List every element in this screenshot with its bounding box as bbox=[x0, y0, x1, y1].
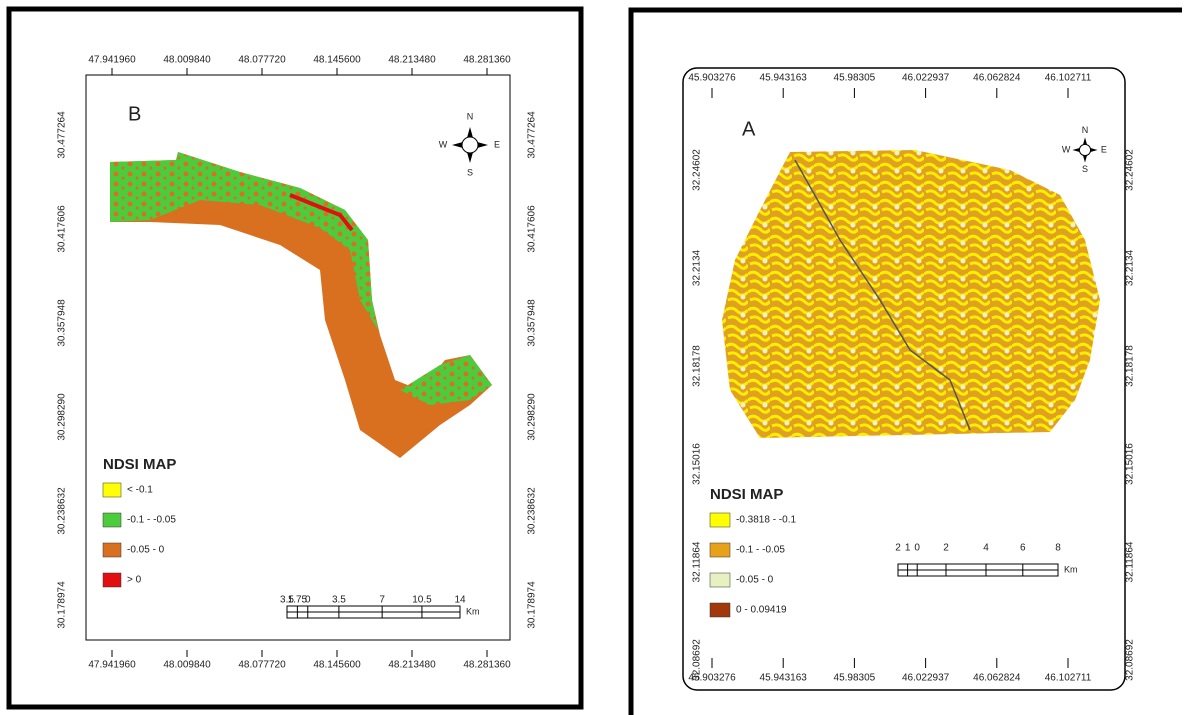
scale-label: 8 bbox=[1055, 543, 1061, 554]
lat-label: 30.357948 bbox=[57, 299, 68, 347]
lat-label: 30.477264 bbox=[57, 111, 68, 159]
legend-label: -0.05 - 0 bbox=[127, 545, 165, 556]
lat-label: 30.298290 bbox=[527, 393, 538, 441]
scale-label: 14 bbox=[454, 595, 466, 606]
compass-n: N bbox=[467, 111, 474, 121]
lon-label: 48.145600 bbox=[313, 660, 361, 671]
legend-title: NDSI MAP bbox=[103, 456, 176, 473]
lon-label: 48.009840 bbox=[163, 660, 211, 671]
lat-label: 32.24602 bbox=[692, 149, 703, 191]
lon-label: 45.98305 bbox=[834, 73, 876, 84]
lon-label: 48.077720 bbox=[238, 660, 286, 671]
scale-label: 0 bbox=[914, 543, 920, 554]
lat-label: 30.357948 bbox=[527, 299, 538, 347]
lon-label: 48.009840 bbox=[163, 55, 211, 66]
scale-label: 0 bbox=[305, 595, 311, 606]
lon-label: 48.077720 bbox=[238, 55, 286, 66]
lon-label: 46.062824 bbox=[973, 673, 1021, 684]
panel-letter: A bbox=[742, 118, 756, 140]
scale-label: 1 bbox=[905, 543, 911, 554]
lon-label: 46.102711 bbox=[1045, 673, 1092, 684]
scale-label: 6 bbox=[1020, 543, 1026, 554]
lon-label: 48.281360 bbox=[463, 660, 511, 671]
compass-s: S bbox=[1082, 164, 1088, 174]
lat-label: 32.2134 bbox=[692, 249, 703, 286]
lat-label: 30.417606 bbox=[57, 205, 68, 253]
map-area bbox=[722, 150, 1100, 438]
lat-label: 30.178974 bbox=[57, 581, 68, 629]
compass-e: E bbox=[1101, 144, 1107, 154]
legend-label: 0 - 0.09419 bbox=[736, 605, 787, 616]
lon-label: 46.102711 bbox=[1045, 73, 1092, 84]
lon-label: 45.943163 bbox=[760, 73, 808, 84]
lat-label: 32.15016 bbox=[1125, 443, 1136, 485]
scale-label: 2 bbox=[895, 543, 901, 554]
lat-label: 30.298290 bbox=[57, 393, 68, 441]
lon-label: 47.941960 bbox=[88, 660, 136, 671]
legend-label: > 0 bbox=[127, 575, 142, 586]
lat-label: 32.08692 bbox=[1125, 639, 1136, 681]
scale-label: 10.5 bbox=[412, 595, 432, 606]
lon-label: 45.943163 bbox=[760, 673, 808, 684]
legend-swatch bbox=[710, 573, 730, 587]
lat-label: 32.08692 bbox=[692, 639, 703, 681]
compass-n: N bbox=[1082, 125, 1089, 135]
legend-swatch bbox=[710, 603, 730, 617]
lat-label: 32.11864 bbox=[692, 541, 703, 582]
legend-swatch bbox=[103, 483, 121, 497]
figure: B 47.941960 47.941960 48.009840 48.009840 48.… bbox=[0, 0, 1184, 715]
lat-label: 32.18178 bbox=[1125, 345, 1136, 387]
lat-label: 32.24602 bbox=[1125, 149, 1136, 191]
lat-label: 32.18178 bbox=[692, 345, 703, 387]
lon-label: 47.941960 bbox=[88, 55, 136, 66]
legend-swatch bbox=[710, 513, 730, 527]
legend-label: < -0.1 bbox=[127, 485, 153, 496]
legend-label: -0.1 - -0.05 bbox=[736, 545, 785, 556]
scale-unit: Km bbox=[466, 606, 480, 616]
lon-label: 48.145600 bbox=[313, 55, 361, 66]
scale-label: 3.5 bbox=[332, 595, 346, 606]
scale-label: 4 bbox=[983, 543, 989, 554]
lat-label: 30.477264 bbox=[527, 111, 538, 159]
compass-w: W bbox=[1062, 144, 1071, 154]
lat-label: 30.178974 bbox=[527, 581, 538, 629]
legend-swatch bbox=[103, 543, 121, 557]
legend-swatch bbox=[103, 573, 121, 587]
lat-label: 30.417606 bbox=[527, 205, 538, 253]
compass-e: E bbox=[494, 139, 500, 149]
lon-label: 48.213480 bbox=[388, 55, 436, 66]
compass-s: S bbox=[467, 167, 473, 177]
legend-label: -0.3818 - -0.1 bbox=[736, 515, 796, 526]
lat-label: 30.238632 bbox=[57, 487, 68, 535]
lon-label: 46.022937 bbox=[902, 673, 950, 684]
compass bbox=[462, 137, 478, 153]
lon-label: 48.213480 bbox=[388, 660, 436, 671]
lat-label: 32.15016 bbox=[692, 443, 703, 485]
compass-w: W bbox=[439, 139, 448, 149]
lon-label: 46.062824 bbox=[973, 73, 1021, 84]
legend-label: -0.05 - 0 bbox=[736, 575, 774, 586]
compass bbox=[1079, 144, 1090, 155]
lat-label: 30.238632 bbox=[527, 487, 538, 535]
panel-letter: B bbox=[128, 103, 141, 125]
lon-label: 45.903276 bbox=[688, 73, 736, 84]
lat-label: 32.2134 bbox=[1125, 249, 1136, 286]
legend-title: NDSI MAP bbox=[710, 486, 783, 503]
lon-label: 46.022937 bbox=[902, 73, 950, 84]
scale-label: 2 bbox=[943, 543, 949, 554]
scale-label: 7 bbox=[379, 595, 385, 606]
legend-swatch bbox=[103, 513, 121, 527]
legend-swatch bbox=[710, 543, 730, 557]
legend-label: -0.1 - -0.05 bbox=[127, 515, 176, 526]
scale-unit: Km bbox=[1064, 564, 1078, 574]
lon-label: 45.98305 bbox=[834, 673, 876, 684]
lon-label: 48.281360 bbox=[463, 55, 511, 66]
lat-label: 32.11864 bbox=[1125, 541, 1136, 582]
